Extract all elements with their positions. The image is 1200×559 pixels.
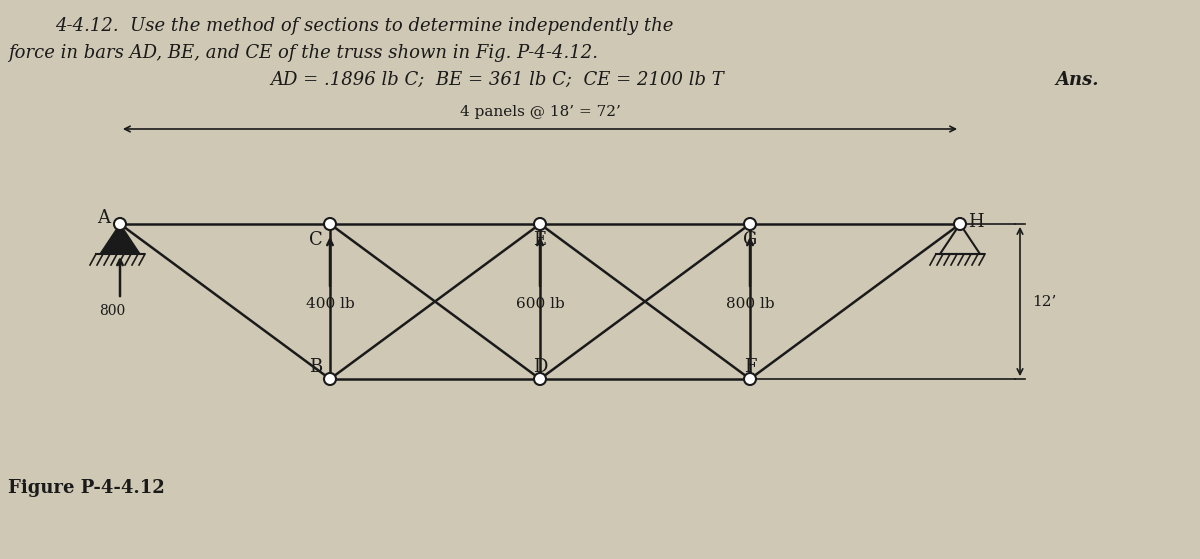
Text: 600 lb: 600 lb bbox=[516, 297, 564, 311]
Circle shape bbox=[534, 218, 546, 230]
Text: 4-4.12.  Use the method of sections to determine independently the: 4-4.12. Use the method of sections to de… bbox=[55, 17, 673, 35]
Text: B: B bbox=[310, 358, 323, 376]
Text: F: F bbox=[744, 358, 756, 376]
Text: A: A bbox=[97, 209, 110, 227]
Text: force in bars AD, BE, and CE of the truss shown in Fig. P-4-4.12.: force in bars AD, BE, and CE of the trus… bbox=[8, 44, 598, 62]
Text: Ans.: Ans. bbox=[1055, 71, 1098, 89]
Circle shape bbox=[114, 218, 126, 230]
Text: 800 lb: 800 lb bbox=[726, 297, 774, 311]
Text: AD = .1896 lb C;  BE = 361 lb C;  CE = 2100 lb T: AD = .1896 lb C; BE = 361 lb C; CE = 210… bbox=[270, 71, 724, 89]
Polygon shape bbox=[100, 224, 140, 254]
Circle shape bbox=[324, 218, 336, 230]
Circle shape bbox=[744, 373, 756, 385]
Text: 400 lb: 400 lb bbox=[306, 297, 354, 311]
Text: C: C bbox=[310, 231, 323, 249]
Circle shape bbox=[954, 218, 966, 230]
Text: 12’: 12’ bbox=[1032, 295, 1056, 309]
Text: G: G bbox=[743, 231, 757, 249]
Text: E: E bbox=[534, 231, 546, 249]
Text: 800: 800 bbox=[98, 304, 125, 318]
Circle shape bbox=[744, 218, 756, 230]
Text: H: H bbox=[968, 213, 984, 231]
Text: D: D bbox=[533, 358, 547, 376]
Text: 4 panels @ 18’ = 72’: 4 panels @ 18’ = 72’ bbox=[460, 105, 620, 119]
Circle shape bbox=[324, 373, 336, 385]
Text: Figure P-4-4.12: Figure P-4-4.12 bbox=[8, 479, 164, 497]
Circle shape bbox=[534, 373, 546, 385]
